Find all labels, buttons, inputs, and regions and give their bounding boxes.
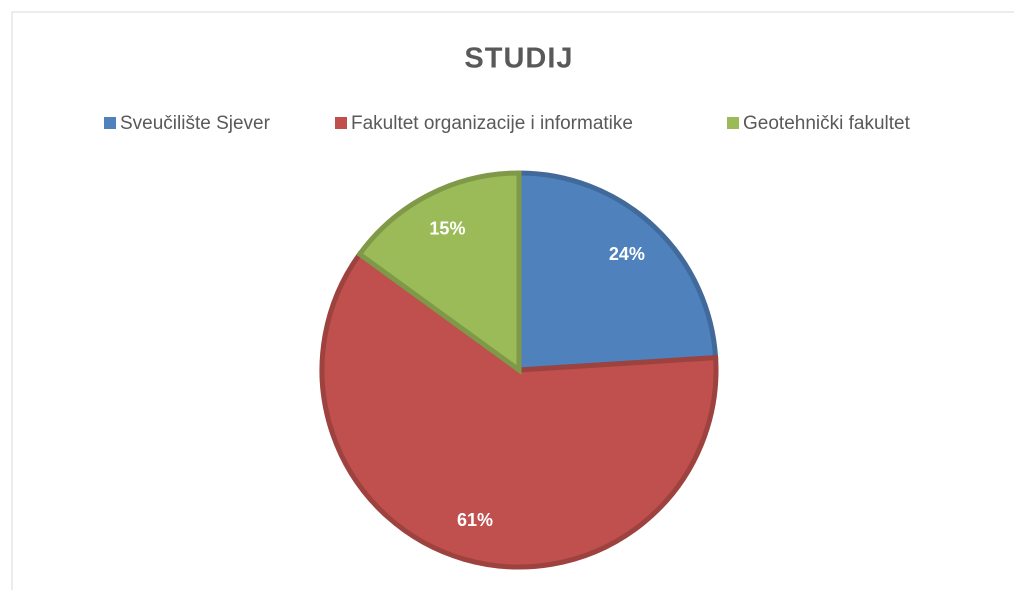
data-label: 61%: [457, 510, 493, 530]
legend-swatch: [335, 117, 347, 129]
data-label: 15%: [429, 218, 465, 238]
legend-swatch: [104, 117, 116, 129]
pie-slice: [356, 170, 522, 375]
legend-swatch: [727, 117, 739, 129]
chart-title: STUDIJ: [464, 43, 573, 75]
legend-label: Fakultet organizacije i informatike: [351, 113, 633, 134]
chart-border: [11, 11, 1014, 590]
data-label: 24%: [609, 244, 645, 264]
legend-label: Geotehnički fakultet: [743, 113, 911, 134]
legend-label: Sveučilište Sjever: [120, 113, 271, 134]
pie-slice: [319, 250, 719, 570]
pie-slice: [516, 170, 719, 373]
